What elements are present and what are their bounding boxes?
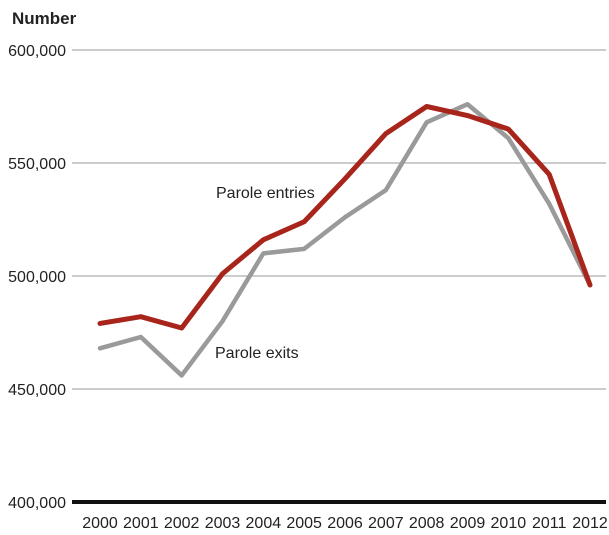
x-tick-labels: 2000 2001 2002 2003 2004 2005 2006 2007 2008 2009…	[82, 515, 608, 532]
y-tick-label: 550,000	[8, 156, 66, 173]
x-tick-label: 2007	[368, 515, 404, 532]
x-tick-label: 2001	[123, 515, 159, 532]
x-tick-label: 2009	[450, 515, 486, 532]
x-tick-label: 2002	[164, 515, 200, 532]
x-tick-label: 2012	[572, 515, 608, 532]
x-tick-label: 2008	[409, 515, 445, 532]
y-tick-labels: 400,000 450,000 500,000 550,000 600,000	[8, 43, 66, 512]
y-tick-label: 400,000	[8, 495, 66, 512]
series-lines	[97, 101, 593, 378]
gridlines	[72, 49, 606, 504]
series-labels: Parole entries Parole exits	[215, 185, 315, 362]
series-label-parole-entries: Parole entries	[216, 185, 315, 202]
series-label-parole-exits: Parole exits	[215, 345, 299, 362]
y-tick-label: 450,000	[8, 382, 66, 399]
x-tick-label: 2003	[205, 515, 241, 532]
y-tick-label: 500,000	[8, 269, 66, 286]
x-tick-label: 2010	[491, 515, 527, 532]
y-axis-title: Number	[12, 9, 77, 28]
y-tick-label: 600,000	[8, 43, 66, 60]
x-tick-label: 2006	[327, 515, 363, 532]
x-tick-label: 2011	[532, 515, 567, 532]
x-tick-label: 2005	[286, 515, 322, 532]
x-tick-label: 2000	[82, 515, 118, 532]
x-tick-label: 2004	[246, 515, 282, 532]
series-line-parole-exits	[97, 101, 593, 378]
